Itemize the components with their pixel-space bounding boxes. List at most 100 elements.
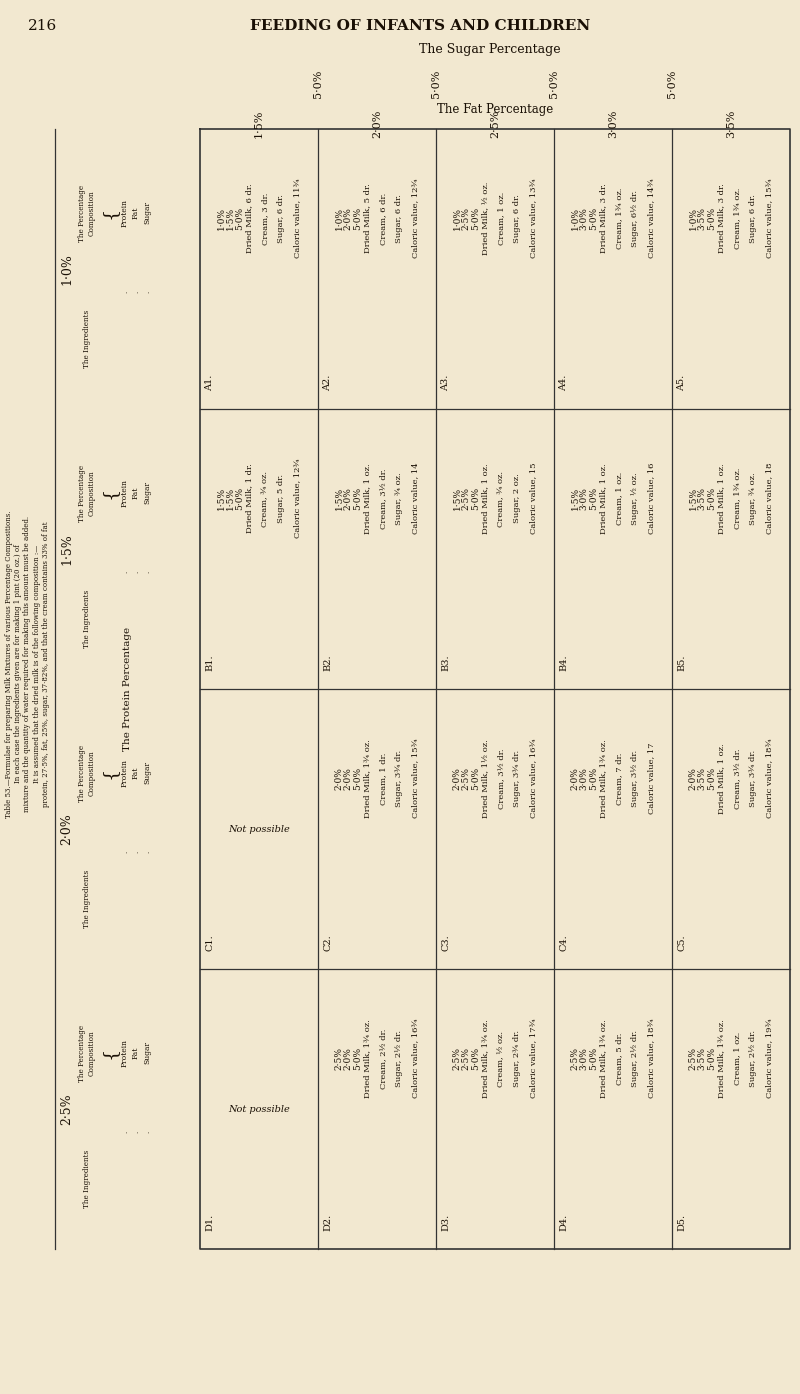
Text: Caloric value, 15: Caloric value, 15 (530, 463, 538, 534)
Text: A2.: A2. (323, 375, 333, 390)
Text: Sugar: Sugar (143, 1041, 151, 1065)
Text: B2.: B2. (323, 654, 333, 671)
Text: 216: 216 (28, 20, 58, 33)
Text: 1·5%: 1·5% (226, 487, 234, 510)
Text: .: . (121, 570, 129, 573)
Text: Sugar: Sugar (143, 202, 151, 224)
Text: C5.: C5. (678, 934, 686, 951)
Text: Cream, 7 dr.: Cream, 7 dr. (615, 753, 623, 804)
Text: Sugar, ¾ oz.: Sugar, ¾ oz. (750, 473, 758, 526)
Text: 5·0%: 5·0% (549, 70, 559, 98)
Text: Cream, 1 oz.: Cream, 1 oz. (498, 192, 506, 245)
Text: 3·5%: 3·5% (726, 110, 736, 138)
Text: Not possible: Not possible (228, 1104, 290, 1114)
Text: Dried Milk, 1¾ oz.: Dried Milk, 1¾ oz. (718, 1019, 726, 1098)
Text: The Fat Percentage: The Fat Percentage (437, 103, 553, 116)
Text: A1.: A1. (206, 375, 214, 390)
Text: 5·0%: 5·0% (470, 767, 480, 790)
Text: Caloric value, 14: Caloric value, 14 (411, 463, 419, 534)
Text: 2·0%: 2·0% (344, 767, 353, 790)
Text: Dried Milk, 5 dr.: Dried Milk, 5 dr. (363, 184, 371, 254)
Text: Protein: Protein (121, 1039, 129, 1066)
Text: Dried Milk, 1¾ oz.: Dried Milk, 1¾ oz. (599, 739, 607, 818)
Text: Caloric value, 18¾: Caloric value, 18¾ (766, 739, 774, 818)
Text: Caloric value, 16¾: Caloric value, 16¾ (530, 739, 538, 818)
Text: 2·5%: 2·5% (462, 487, 470, 510)
Text: 2·0%: 2·0% (344, 208, 353, 230)
Text: Sugar, 3½ dr.: Sugar, 3½ dr. (631, 750, 639, 807)
Text: Cream, ½ oz.: Cream, ½ oz. (498, 1030, 506, 1086)
Text: 1·0%: 1·0% (570, 208, 580, 230)
Text: Dried Milk, 1¾ oz.: Dried Milk, 1¾ oz. (363, 1019, 371, 1098)
Text: 5·0%: 5·0% (706, 208, 716, 230)
Text: Fat: Fat (132, 206, 140, 219)
Text: 5·0%: 5·0% (470, 208, 480, 230)
Text: D5.: D5. (678, 1214, 686, 1231)
Text: Cream, 3 dr.: Cream, 3 dr. (262, 192, 270, 245)
Text: .: . (132, 570, 140, 573)
Text: D3.: D3. (442, 1214, 450, 1231)
Text: {: { (101, 487, 119, 499)
Text: B5.: B5. (678, 655, 686, 671)
Text: 2·0%: 2·0% (334, 767, 344, 790)
Text: Caloric value, 14¾: Caloric value, 14¾ (647, 178, 655, 258)
Text: Sugar, 6 dr.: Sugar, 6 dr. (395, 194, 403, 243)
Text: Dried Milk, 1½ oz.: Dried Milk, 1½ oz. (482, 739, 490, 818)
Text: 5·0%: 5·0% (431, 70, 441, 98)
Text: 1·5%: 1·5% (61, 533, 74, 565)
Text: 5·0%: 5·0% (470, 1047, 480, 1071)
Text: Caloric value, 18¾: Caloric value, 18¾ (647, 1019, 655, 1098)
Text: C2.: C2. (323, 934, 333, 951)
Text: It is assumed that the dried milk is of the following composition :—: It is assumed that the dried milk is of … (33, 545, 41, 783)
Text: 3·0%: 3·0% (580, 1047, 589, 1071)
Text: 5·0%: 5·0% (353, 208, 362, 230)
Text: Cream, ¾ oz.: Cream, ¾ oz. (262, 471, 270, 527)
Text: 2·5%: 2·5% (689, 1047, 698, 1071)
Text: 3·0%: 3·0% (580, 487, 589, 510)
Text: Caloric value, 15¾: Caloric value, 15¾ (766, 178, 774, 258)
Text: Cream, 1 dr.: Cream, 1 dr. (379, 753, 387, 804)
Text: 1·0%: 1·0% (453, 208, 462, 230)
Text: Cream, 5 dr.: Cream, 5 dr. (615, 1033, 623, 1085)
Text: 5·0%: 5·0% (706, 1047, 716, 1071)
Text: 3·0%: 3·0% (580, 208, 589, 230)
Text: Dried Milk, 1 oz.: Dried Milk, 1 oz. (718, 743, 726, 814)
Text: The Percentage
Composition: The Percentage Composition (78, 464, 96, 521)
Text: Dried Milk, 6 dr.: Dried Milk, 6 dr. (246, 184, 254, 254)
Text: A4.: A4. (559, 375, 569, 390)
Text: Dried Milk, 1¾ oz.: Dried Milk, 1¾ oz. (482, 1019, 490, 1098)
Text: 2·0%: 2·0% (61, 813, 74, 845)
Text: 2·5%: 2·5% (462, 1047, 470, 1071)
Text: Caloric value, 19¾: Caloric value, 19¾ (766, 1019, 774, 1098)
Text: Protein: Protein (121, 199, 129, 227)
Text: 5·0%: 5·0% (667, 70, 677, 98)
Text: .: . (121, 290, 129, 293)
Text: 1·5%: 1·5% (226, 208, 234, 230)
Text: Sugar, 2½ dr.: Sugar, 2½ dr. (395, 1030, 403, 1087)
Text: 1·5%: 1·5% (689, 487, 698, 510)
Text: .: . (143, 850, 151, 853)
Text: Dried Milk, 3 dr.: Dried Milk, 3 dr. (718, 184, 726, 254)
Text: Dried Milk, ½ oz.: Dried Milk, ½ oz. (482, 181, 490, 255)
Text: Sugar, ½ oz.: Sugar, ½ oz. (631, 473, 639, 526)
Text: Sugar, 6 dr.: Sugar, 6 dr. (278, 194, 286, 243)
Text: FEEDING OF INFANTS AND CHILDREN: FEEDING OF INFANTS AND CHILDREN (250, 20, 590, 33)
Text: 5·0%: 5·0% (706, 767, 716, 790)
Text: 5·0%: 5·0% (470, 487, 480, 510)
Text: .: . (132, 290, 140, 293)
Text: Sugar: Sugar (143, 761, 151, 785)
Text: 1·5%: 1·5% (334, 487, 344, 510)
Text: Dried Milk, 1 dr.: Dried Milk, 1 dr. (246, 464, 254, 534)
Text: 2·0%: 2·0% (344, 487, 353, 510)
Text: 3·5%: 3·5% (698, 487, 706, 510)
Text: Sugar, 5 dr.: Sugar, 5 dr. (278, 474, 286, 523)
Text: 3·5%: 3·5% (698, 767, 706, 790)
Text: Sugar, 6 dr.: Sugar, 6 dr. (750, 194, 758, 243)
Text: Protein: Protein (121, 480, 129, 507)
Text: Cream, 1 oz.: Cream, 1 oz. (615, 473, 623, 526)
Text: 2·5%: 2·5% (61, 1093, 74, 1125)
Text: 5·0%: 5·0% (234, 487, 244, 510)
Text: Caloric value, 12¾: Caloric value, 12¾ (294, 459, 302, 538)
Text: 5·0%: 5·0% (589, 208, 598, 230)
Text: Caloric value, 13¾: Caloric value, 13¾ (530, 178, 538, 258)
